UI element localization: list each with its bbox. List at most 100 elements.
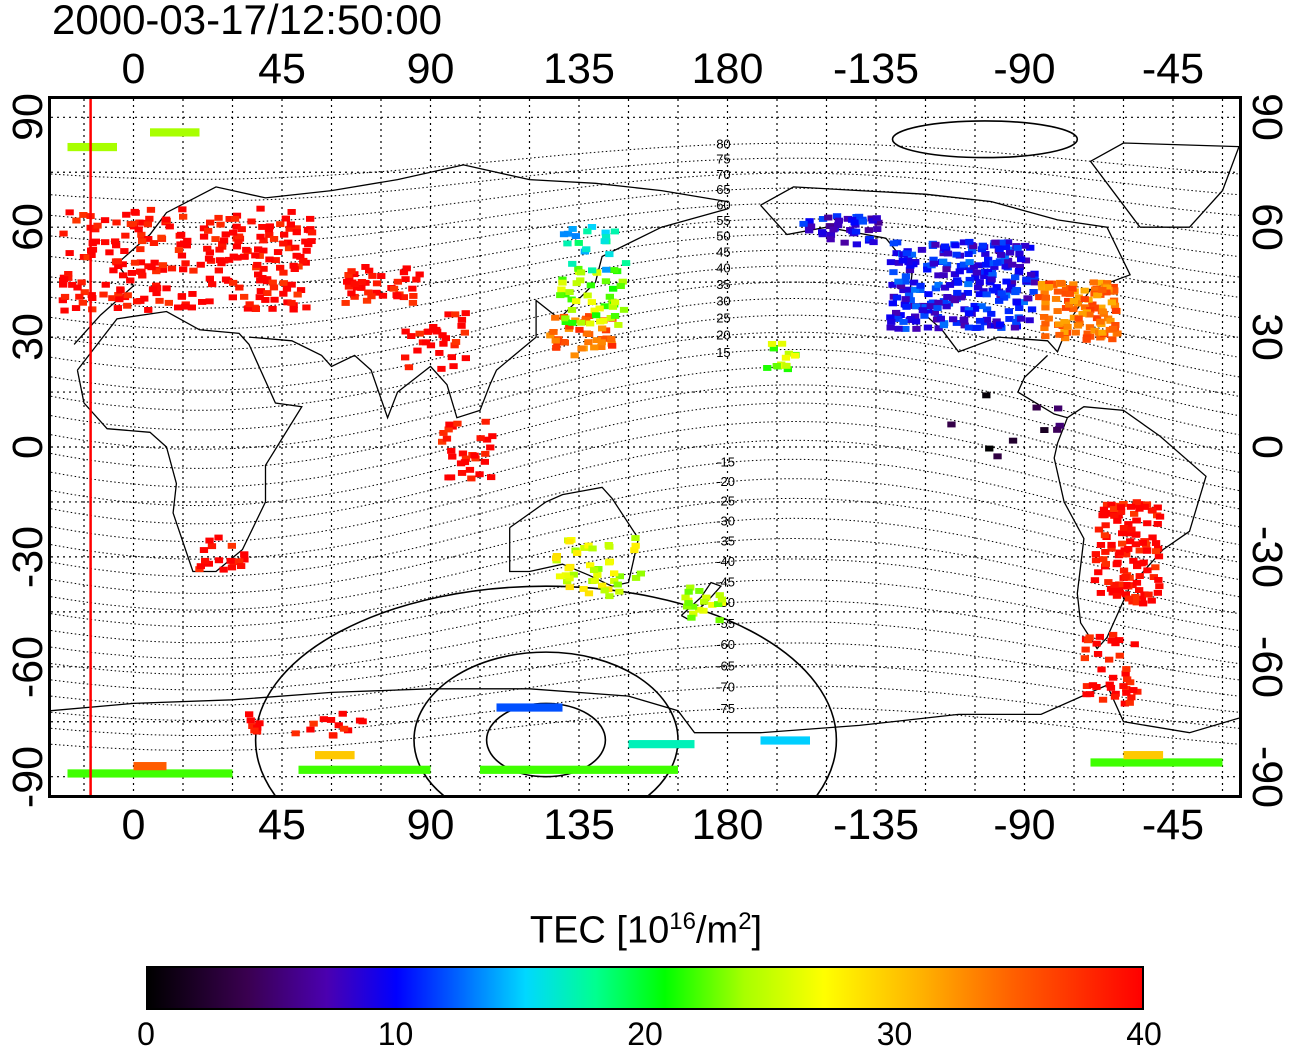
tec-pixel	[964, 310, 974, 317]
colorbar-tick-label: 30	[876, 1016, 913, 1052]
tec-pixel	[574, 240, 583, 246]
tec-pixel	[1017, 256, 1026, 263]
contour-value-label: 70	[716, 167, 730, 182]
tec-pixel	[1147, 597, 1156, 604]
tec-pixel	[699, 607, 708, 614]
latitude-tick-label: 90	[1243, 93, 1291, 142]
tec-pixel	[265, 232, 274, 238]
tec-pixel	[461, 310, 470, 317]
tec-pixel	[145, 215, 154, 222]
tec-pixel	[1115, 549, 1124, 556]
tec-pixel	[980, 273, 989, 279]
tec-pixel	[284, 239, 293, 246]
tec-pixel	[997, 290, 1006, 297]
tec-pixel	[269, 236, 279, 242]
tec-pixel	[254, 271, 263, 278]
tec-pixel	[229, 229, 238, 236]
tec-polar-band	[480, 765, 678, 774]
tec-pixel	[933, 305, 942, 311]
tec-pixel	[939, 258, 948, 265]
tec-pixel	[101, 239, 110, 246]
tec-pixel	[1013, 244, 1022, 251]
tec-pixel	[302, 247, 311, 254]
tec-pixel	[1082, 691, 1091, 698]
tec-pixel	[227, 564, 237, 571]
tec-pixel	[767, 341, 777, 347]
tec-pixel	[1097, 666, 1106, 673]
tec-pixel	[115, 296, 124, 303]
tec-pixel	[112, 219, 121, 226]
tec-pixel	[205, 298, 214, 305]
tec-pixel	[1088, 682, 1098, 689]
tec-pixel	[596, 318, 605, 325]
tec-pixel	[610, 299, 620, 306]
tec-pixel	[984, 256, 993, 263]
latitude-tick-label: -90	[1243, 745, 1291, 808]
longitude-tick-label: 0	[121, 801, 146, 849]
tec-pixel	[265, 256, 274, 263]
tec-pixel	[1116, 504, 1126, 511]
tec-pixel	[422, 339, 431, 346]
magnetic-latitude-contour	[51, 349, 1239, 450]
tec-pixel	[122, 211, 131, 218]
tec-polar-band	[628, 740, 695, 749]
tec-pixel	[1118, 530, 1127, 537]
tec-pixel	[347, 290, 356, 297]
tec-pixel	[1004, 308, 1013, 315]
tec-pixel	[377, 273, 386, 279]
tec-pixel	[1110, 302, 1120, 309]
tec-pixel	[256, 233, 265, 240]
tec-pixel	[714, 601, 723, 607]
tec-pixel	[610, 578, 619, 584]
tec-pixel	[949, 316, 958, 323]
tec-pixel	[939, 272, 948, 279]
tec-pixel	[575, 326, 584, 333]
tec-pixel	[1111, 690, 1120, 697]
tec-pixel	[975, 279, 984, 285]
tec-pixel	[255, 720, 264, 727]
contour-value-label: 45	[716, 245, 730, 260]
tec-pixel	[101, 281, 110, 288]
magnetic-latitude-contour	[51, 366, 1239, 469]
tec-pixel	[1125, 699, 1134, 706]
tec-pixel	[130, 208, 139, 215]
tec-pixel	[240, 253, 249, 260]
tec-pixel	[990, 264, 999, 270]
tec-pixel	[71, 305, 81, 311]
magnetic-latitude-contour	[51, 663, 1239, 722]
tec-pixel	[806, 223, 816, 230]
tec-pixel	[161, 216, 171, 223]
tec-pixel	[1126, 503, 1136, 510]
tec-pixel	[1053, 426, 1062, 433]
tec-pixel	[1003, 239, 1013, 246]
tec-pixel	[1107, 299, 1116, 306]
tec-pixel	[619, 306, 629, 313]
tec-pixel	[1106, 317, 1115, 324]
tec-pixel	[453, 420, 462, 427]
tec-pixel	[610, 313, 620, 319]
tec-pixel	[784, 350, 793, 357]
tec-pixel	[289, 262, 298, 269]
latitude-tick-label: -60	[4, 635, 52, 698]
tec-pixel	[939, 250, 948, 257]
tec-pixel	[1012, 299, 1021, 306]
tec-pixel	[1041, 304, 1050, 311]
tec-pixel	[561, 315, 570, 322]
coastline	[248, 208, 728, 420]
tec-pixel	[1119, 683, 1128, 689]
tec-pixel	[947, 421, 956, 428]
tec-pixel	[805, 218, 814, 225]
tec-pixel	[1038, 284, 1047, 291]
tec-pixel	[613, 581, 622, 588]
tec-pixel	[181, 303, 190, 310]
tec-pixel	[409, 293, 418, 299]
tec-pixel	[917, 246, 927, 253]
tec-pixel	[284, 245, 294, 252]
tec-pixel	[1065, 291, 1074, 297]
tec-pixel	[138, 272, 147, 279]
contour-value-label: 25	[716, 310, 730, 325]
contour-value-label: 80	[716, 136, 730, 151]
tec-pixel	[1119, 567, 1129, 574]
tec-pixel	[109, 267, 118, 274]
tec-pixel	[1040, 427, 1049, 433]
